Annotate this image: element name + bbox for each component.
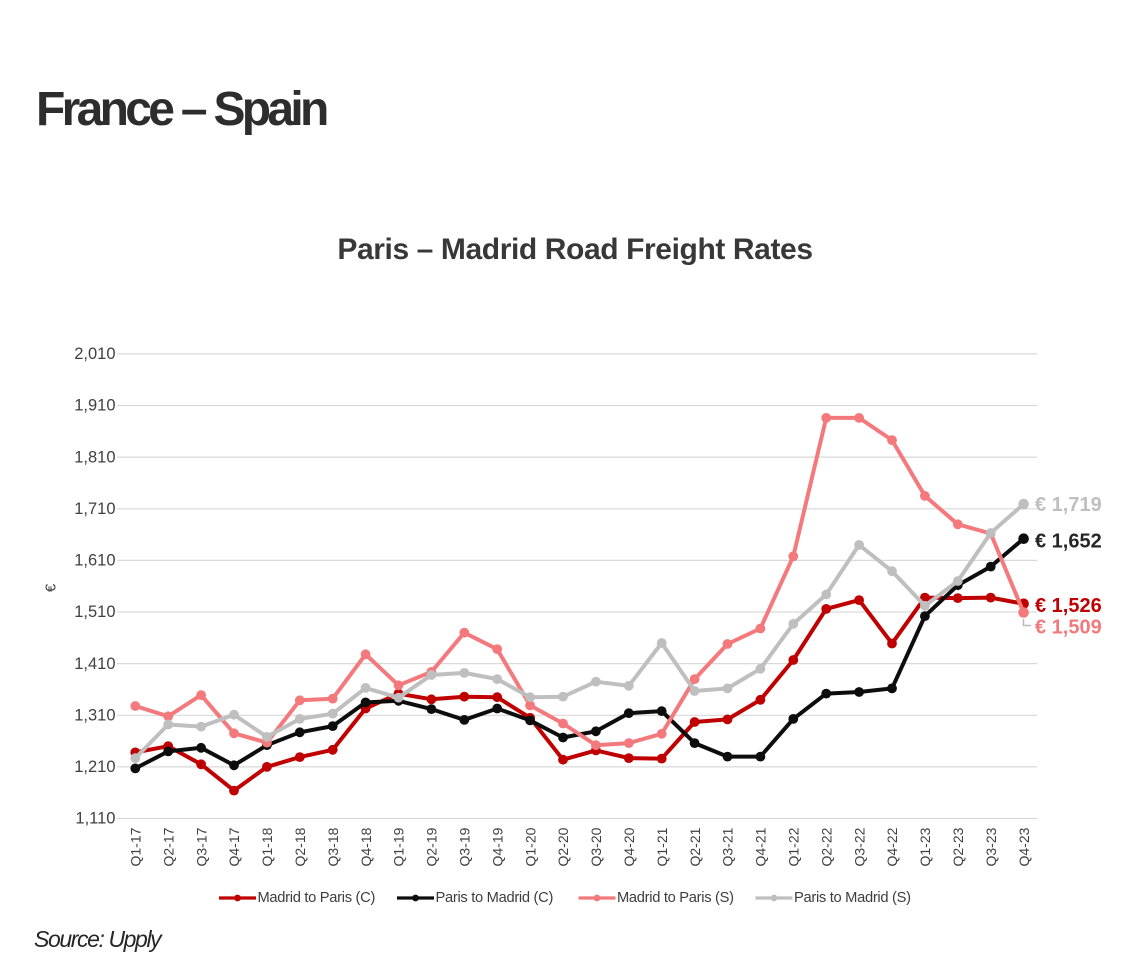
- svg-text:1,910: 1,910: [74, 397, 115, 415]
- svg-text:Madrid to Paris (C): Madrid to Paris (C): [258, 890, 376, 906]
- svg-text:Q1-21: Q1-21: [654, 827, 670, 866]
- svg-text:€ 1,719: € 1,719: [1035, 494, 1102, 516]
- svg-text:Q2-21: Q2-21: [687, 827, 703, 866]
- svg-text:€ 1,526: € 1,526: [1035, 595, 1102, 617]
- svg-text:Q3-20: Q3-20: [588, 827, 604, 866]
- svg-text:1,510: 1,510: [74, 603, 115, 621]
- svg-text:Q2-18: Q2-18: [292, 827, 308, 866]
- svg-text:Q4-20: Q4-20: [621, 827, 637, 866]
- svg-text:1,410: 1,410: [74, 655, 115, 673]
- svg-text:Q1-23: Q1-23: [917, 827, 933, 866]
- svg-text:Q2-17: Q2-17: [160, 827, 176, 866]
- svg-text:€: €: [43, 583, 60, 592]
- svg-text:1,210: 1,210: [74, 758, 115, 776]
- svg-text:Q2-20: Q2-20: [555, 827, 571, 866]
- svg-text:Q4-23: Q4-23: [1016, 827, 1032, 866]
- svg-text:Q2-19: Q2-19: [424, 827, 440, 866]
- svg-text:Q4-17: Q4-17: [226, 827, 242, 866]
- svg-text:Q3-17: Q3-17: [193, 827, 209, 866]
- svg-text:Q1-19: Q1-19: [391, 827, 407, 866]
- svg-text:Q3-21: Q3-21: [720, 827, 736, 866]
- svg-text:2,010: 2,010: [74, 345, 115, 363]
- svg-text:Q2-23: Q2-23: [950, 827, 966, 866]
- svg-text:1,610: 1,610: [74, 552, 115, 570]
- svg-text:Q4-22: Q4-22: [884, 827, 900, 866]
- svg-text:Q2-22: Q2-22: [818, 827, 834, 866]
- svg-text:Q4-21: Q4-21: [753, 827, 769, 866]
- svg-text:Madrid to Paris (S): Madrid to Paris (S): [617, 890, 734, 906]
- svg-text:€ 1,652: € 1,652: [1035, 531, 1102, 553]
- svg-text:Paris to Madrid (S): Paris to Madrid (S): [794, 890, 911, 906]
- svg-text:Q3-23: Q3-23: [983, 827, 999, 866]
- svg-text:1,710: 1,710: [74, 500, 115, 518]
- svg-text:Q3-19: Q3-19: [457, 827, 473, 866]
- svg-text:1,110: 1,110: [75, 810, 115, 828]
- svg-text:Q1-20: Q1-20: [522, 827, 538, 866]
- svg-text:€ 1,509: € 1,509: [1035, 616, 1102, 638]
- svg-text:Q3-22: Q3-22: [851, 827, 867, 866]
- svg-text:1,810: 1,810: [74, 448, 115, 466]
- svg-text:Q4-19: Q4-19: [489, 827, 505, 866]
- svg-text:Q3-18: Q3-18: [325, 827, 341, 866]
- svg-text:Q1-18: Q1-18: [259, 827, 275, 866]
- svg-text:Paris to Madrid (C): Paris to Madrid (C): [436, 890, 554, 906]
- svg-text:Q1-22: Q1-22: [786, 827, 802, 866]
- svg-text:1,310: 1,310: [74, 707, 115, 725]
- svg-text:Q1-17: Q1-17: [128, 827, 144, 866]
- svg-text:Q4-18: Q4-18: [358, 827, 374, 866]
